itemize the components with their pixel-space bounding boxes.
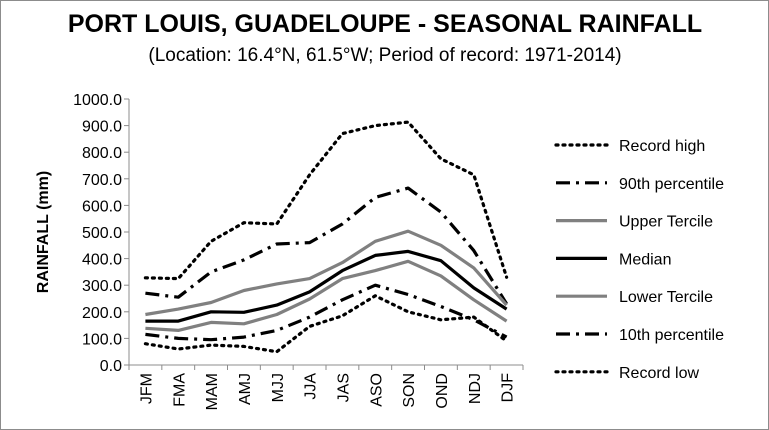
x-tick-label: DJF: [500, 373, 517, 403]
x-tick-label: JAS: [335, 373, 352, 402]
chart-subtitle: (Location: 16.4°N, 61.5°W; Period of rec…: [148, 45, 621, 66]
legend-label: Lower Tercile: [619, 289, 713, 306]
x-tick-label: JFM: [138, 373, 155, 404]
legend-label: 90th percentile: [619, 176, 724, 193]
x-tick-label: NDJ: [467, 373, 484, 404]
y-tick-label: 500.0: [82, 225, 122, 242]
x-tick-label: MAM: [204, 373, 221, 410]
y-tick-label: 900.0: [82, 119, 122, 136]
series-group: [143, 120, 509, 354]
series-line-record-low: [143, 294, 509, 354]
y-tick-label: 600.0: [82, 198, 122, 215]
y-tick-label: 1000.0: [73, 92, 122, 109]
y-axis-label: RAINFALL (mm): [35, 171, 52, 293]
x-tick-label: AMJ: [237, 373, 254, 405]
y-tick-label: 100.0: [82, 331, 122, 348]
x-tick-label: FMA: [171, 373, 188, 407]
series-line-lower-tercile: [145, 259, 508, 332]
y-tick-label: 400.0: [82, 252, 122, 269]
series-line-10th-percentile: [145, 283, 508, 342]
legend-label: Record high: [619, 138, 705, 155]
legend-label: Median: [619, 251, 671, 268]
y-tick-label: 0.0: [100, 358, 122, 375]
legend-label: 10th percentile: [619, 327, 724, 344]
x-tick-label: JJA: [303, 373, 320, 400]
x-tick-label: ASO: [368, 373, 385, 407]
legend-label: Upper Tercile: [619, 214, 713, 231]
x-tick-label: OND: [434, 373, 451, 409]
axes: 0.0 100.0 200.0 300.0 400.0 500.0 600.0 700.0 80…: [73, 92, 524, 410]
y-tick-label: 200.0: [82, 305, 122, 322]
y-tick-label: 800.0: [82, 145, 122, 162]
chart-title: PORT LOUIS, GUADELOUPE - SEASONAL RAINFA…: [68, 10, 702, 38]
series-line-median: [145, 249, 508, 323]
series-line-record-high: [143, 120, 509, 281]
x-tick-label: MJJ: [270, 373, 287, 402]
x-tick-label: SON: [401, 373, 418, 408]
y-tick-label: 300.0: [82, 278, 122, 295]
legend-label: Record low: [619, 365, 699, 382]
series-line-90th-percentile: [145, 186, 508, 305]
legend: Record high 90th percentile Upper Tercile M…: [554, 138, 724, 382]
y-tick-label: 700.0: [82, 172, 122, 189]
series-line-upper-tercile: [145, 229, 508, 317]
